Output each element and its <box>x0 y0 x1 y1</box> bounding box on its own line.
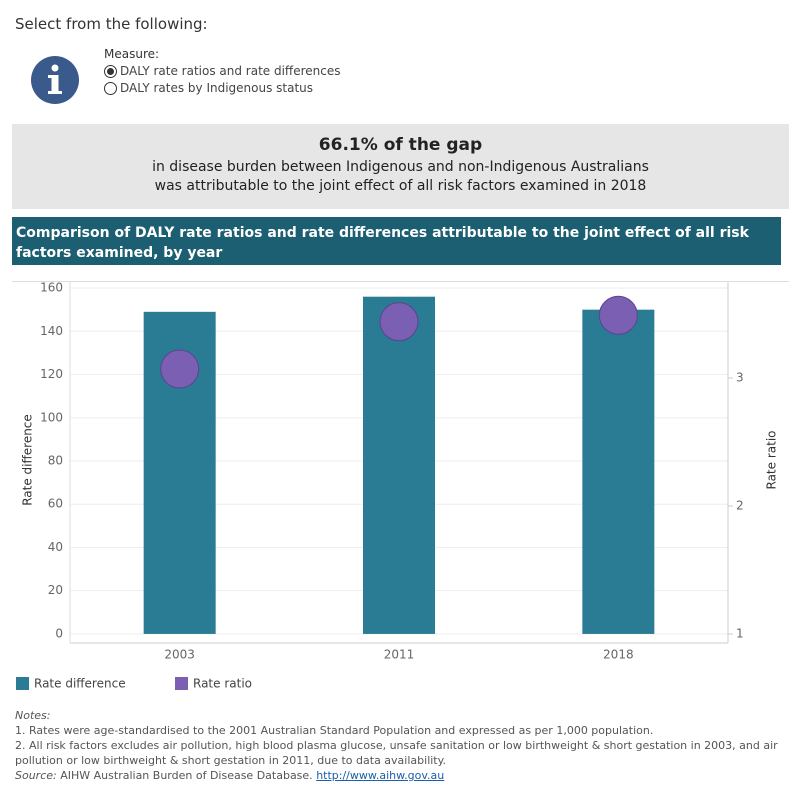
y-tick-label: 140 <box>40 324 63 338</box>
dot <box>160 349 200 389</box>
source-label: Source: <box>15 769 57 782</box>
y2-axis-label: Rate ratio <box>765 431 779 490</box>
callout-box: 66.1% of the gap in disease burden betwe… <box>12 124 789 209</box>
legend-swatch <box>16 677 29 690</box>
x-tick-label: 2018 <box>603 648 634 662</box>
radio-option[interactable]: DALY rate ratios and rate differences <box>104 64 340 81</box>
option-label: DALY rate ratios and rate differences <box>120 64 341 78</box>
note-item: 2. All risk factors excludes air polluti… <box>15 739 778 767</box>
y-tick-label: 60 <box>48 497 63 511</box>
legend-swatch <box>175 677 188 690</box>
info-icon <box>31 56 79 104</box>
prompt: Select from the following: <box>15 15 208 33</box>
bar <box>363 296 435 634</box>
x-tick-label: 2003 <box>164 648 195 662</box>
dot <box>598 295 638 335</box>
notes: Notes: 1. Rates were age-standardised to… <box>15 708 785 783</box>
bar <box>582 309 655 634</box>
y-tick-label: 120 <box>40 367 63 381</box>
dot <box>379 302 419 342</box>
x-tick-label: 2011 <box>384 648 415 662</box>
legend-label: Rate ratio <box>193 677 252 691</box>
measure-label: Measure: <box>104 47 160 61</box>
notes-heading: Notes: <box>15 709 51 722</box>
chart: Rate difference Rate ratio 0 20 40 60 80 100 1… <box>12 281 789 691</box>
y-tick-label: 20 <box>48 583 63 597</box>
option-label: DALY rates by Indigenous status <box>120 81 314 95</box>
callout-line: in disease burden between Indigenous and… <box>152 159 649 175</box>
radio-option[interactable]: DALY rates by Indigenous status <box>104 81 313 98</box>
y2-tick-label: 2 <box>736 499 744 513</box>
source-link[interactable]: http://www.aihw.gov.au <box>316 769 445 782</box>
y2-tick-label: 1 <box>736 627 744 641</box>
note-item: 1. Rates were age-standardised to the 20… <box>15 724 654 737</box>
callout-line: was attributable to the joint effect of … <box>154 178 647 194</box>
y2-tick-label: 3 <box>736 371 744 385</box>
y-tick-label: 80 <box>48 453 63 467</box>
y-tick-label: 100 <box>40 410 63 424</box>
chart-title: Comparison of DALY rate ratios and rate … <box>12 217 781 265</box>
y-axis-label: Rate difference <box>21 414 35 506</box>
y-tick-label: 0 <box>55 626 63 640</box>
y-tick-label: 40 <box>48 540 63 554</box>
legend-label: Rate difference <box>34 677 126 691</box>
callout-headline: 66.1% of the gap <box>318 135 483 155</box>
y-tick-label: 160 <box>40 281 63 295</box>
source-text: AIHW Australian Burden of Disease Databa… <box>60 769 313 782</box>
